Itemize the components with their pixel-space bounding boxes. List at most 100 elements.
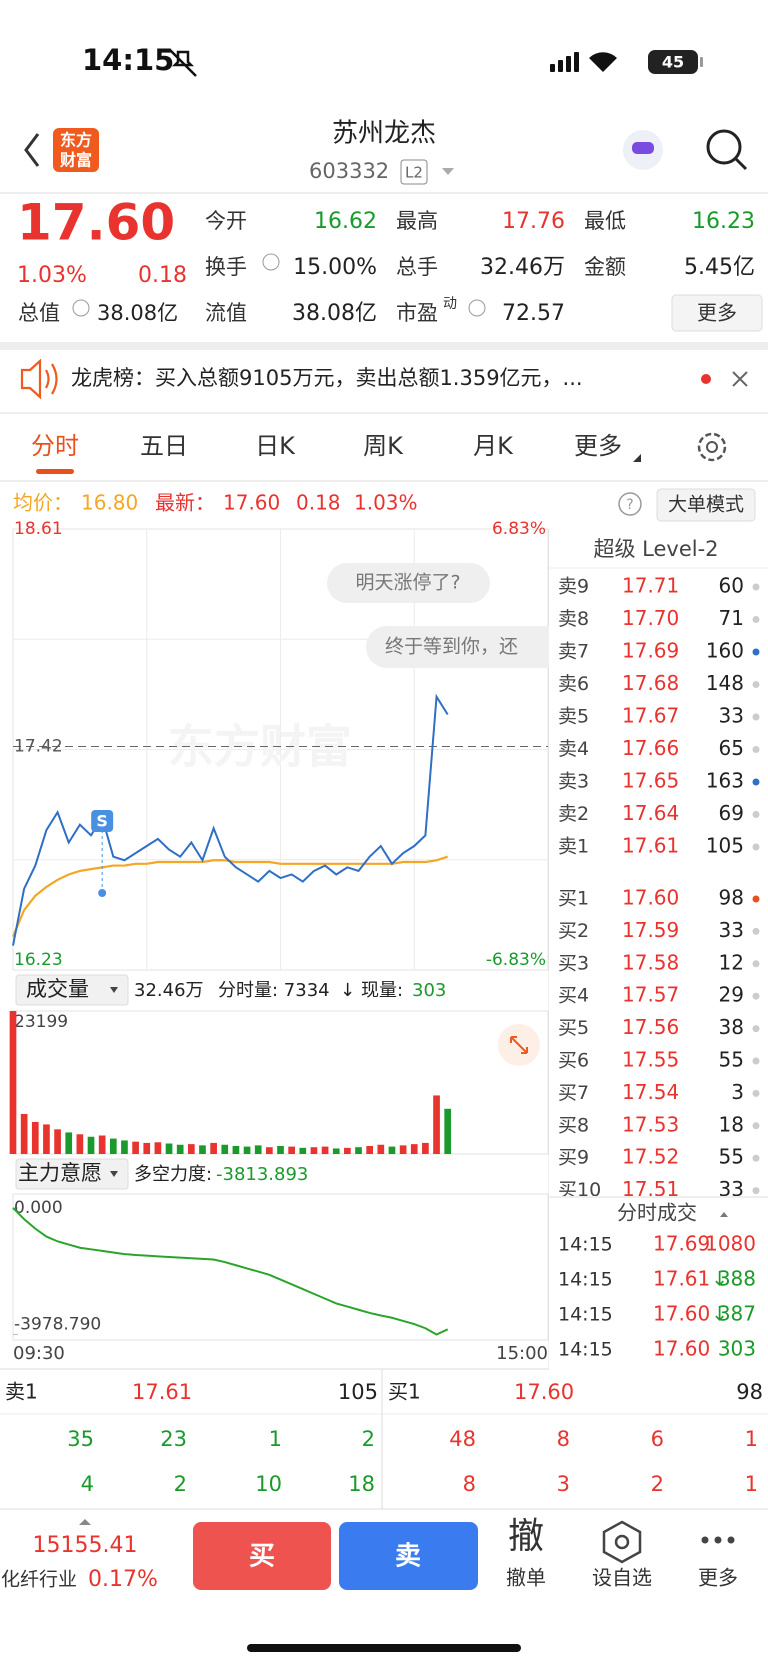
- summary-cell: 10: [255, 1472, 282, 1496]
- book-level: 买8: [558, 1114, 589, 1136]
- sell-button[interactable]: [339, 1522, 478, 1590]
- book-dot: [752, 843, 760, 851]
- flow-selector[interactable]: [15, 1158, 129, 1190]
- volume-bar: [87, 1136, 95, 1154]
- change-amount: 0.18: [138, 263, 187, 288]
- more-button-text[interactable]: 更多: [697, 301, 737, 325]
- tab[interactable]: 五日: [140, 432, 188, 460]
- latest-change: 0.18: [296, 491, 341, 515]
- mode-button[interactable]: [656, 488, 756, 522]
- info-icon: [262, 253, 280, 271]
- selector-label[interactable]: 主力意愿: [18, 1161, 102, 1185]
- book-price: 17.60: [622, 886, 679, 910]
- volume-bar: [332, 1148, 340, 1154]
- more-label[interactable]: 更多: [698, 1566, 738, 1590]
- last-price: 17.60: [17, 194, 175, 252]
- flow-line: [12, 1207, 449, 1336]
- book-price: 17.71: [622, 574, 679, 598]
- field-label: 今开: [205, 209, 247, 233]
- cancel-icon[interactable]: 撤: [508, 1516, 544, 1557]
- summary-volume: 98: [736, 1380, 763, 1404]
- volume-bar: [277, 1145, 284, 1154]
- summary-cell: 6: [651, 1427, 664, 1451]
- pe-superscript: 动: [443, 296, 457, 312]
- volume-bar: [132, 1141, 139, 1154]
- signal-bar: [550, 64, 555, 72]
- latest-value: 17.60: [223, 491, 280, 515]
- more-button[interactable]: [671, 294, 763, 332]
- book-price: 17.67: [622, 704, 679, 728]
- volume-bar: [310, 1147, 318, 1154]
- trade-volume: 303: [718, 1337, 756, 1361]
- tab[interactable]: 周K: [363, 432, 404, 460]
- volume-bar: [109, 1138, 117, 1154]
- buy-button[interactable]: [193, 1522, 331, 1590]
- volume-bar: [54, 1129, 61, 1154]
- tab[interactable]: 更多: [574, 432, 622, 460]
- field-label: 市盈: [396, 301, 438, 325]
- buy-label[interactable]: 买: [249, 1542, 275, 1572]
- settings-icon[interactable]: [697, 432, 727, 462]
- watch-icon[interactable]: [602, 1520, 642, 1564]
- volume-total: 32.46万: [134, 980, 204, 1001]
- book-dot: [752, 1154, 760, 1162]
- book-level: 买7: [558, 1082, 589, 1104]
- book-level: 卖4: [558, 738, 589, 760]
- volume-bar: [299, 1147, 307, 1154]
- tab[interactable]: 月K: [473, 432, 514, 460]
- tab[interactable]: 日K: [255, 432, 296, 460]
- field-label: 总值: [18, 301, 60, 325]
- book-dot: [752, 648, 760, 656]
- trade-volume: 1080: [705, 1232, 756, 1256]
- trade-volume: 388: [718, 1267, 756, 1291]
- book-dot: [752, 616, 760, 623]
- summary-cell: 2: [174, 1472, 187, 1496]
- summary-cell: 1: [745, 1472, 758, 1496]
- book-dot: [752, 713, 760, 721]
- volume-bar: [321, 1146, 329, 1154]
- dropdown-icon[interactable]: [442, 168, 454, 175]
- book-level: 卖1: [558, 836, 589, 858]
- book-dot: [752, 1122, 760, 1130]
- selector-caret: [110, 1171, 118, 1177]
- book-dot: [752, 1089, 760, 1097]
- field-value: 32.46万: [480, 255, 565, 280]
- trades-title: 分时成交: [617, 1201, 697, 1225]
- field-value: 15.00%: [293, 255, 377, 280]
- back-button[interactable]: [24, 133, 40, 167]
- signal-bar: [574, 52, 579, 72]
- volume-bar: [422, 1142, 429, 1154]
- book-dot: [752, 681, 760, 688]
- flow-frame: [12, 1193, 549, 1341]
- wifi-icon: [589, 52, 617, 72]
- level-badge-text: L2: [405, 164, 423, 182]
- search-handle: [734, 157, 748, 171]
- book-level: 卖3: [558, 771, 589, 793]
- help-icon[interactable]: [618, 492, 642, 516]
- search-icon[interactable]: [706, 129, 742, 165]
- sector-name: 化纤行业: [1, 1569, 77, 1591]
- mute-icon: [169, 49, 197, 77]
- volume-selector[interactable]: [15, 974, 129, 1006]
- book-volume: 65: [719, 736, 744, 760]
- book-volume: 55: [719, 1048, 744, 1072]
- volume-bar: [221, 1144, 229, 1154]
- selector-label[interactable]: 成交量: [26, 977, 89, 1001]
- mode-button-text[interactable]: 大单模式: [668, 494, 744, 516]
- force-value: -3813.893: [216, 1164, 308, 1185]
- cancel-label[interactable]: 撤单: [506, 1566, 546, 1590]
- volume-bar: [355, 1147, 362, 1154]
- y-tick-label: 17.42: [14, 737, 63, 757]
- signal-badge[interactable]: [91, 810, 114, 832]
- book-level: 买1: [558, 888, 589, 910]
- book-volume: 69: [719, 801, 744, 825]
- book-dot: [752, 778, 760, 786]
- close-notice[interactable]: [732, 371, 748, 387]
- tab[interactable]: 分时: [31, 432, 79, 460]
- book-price: 17.59: [622, 918, 679, 942]
- avg-value: 16.80: [81, 491, 138, 515]
- watch-label[interactable]: 设自选: [592, 1566, 652, 1590]
- summary-cell: 1: [745, 1427, 758, 1451]
- comment-text: 明天涨停了?: [355, 572, 460, 594]
- sell-label[interactable]: 卖: [395, 1542, 421, 1572]
